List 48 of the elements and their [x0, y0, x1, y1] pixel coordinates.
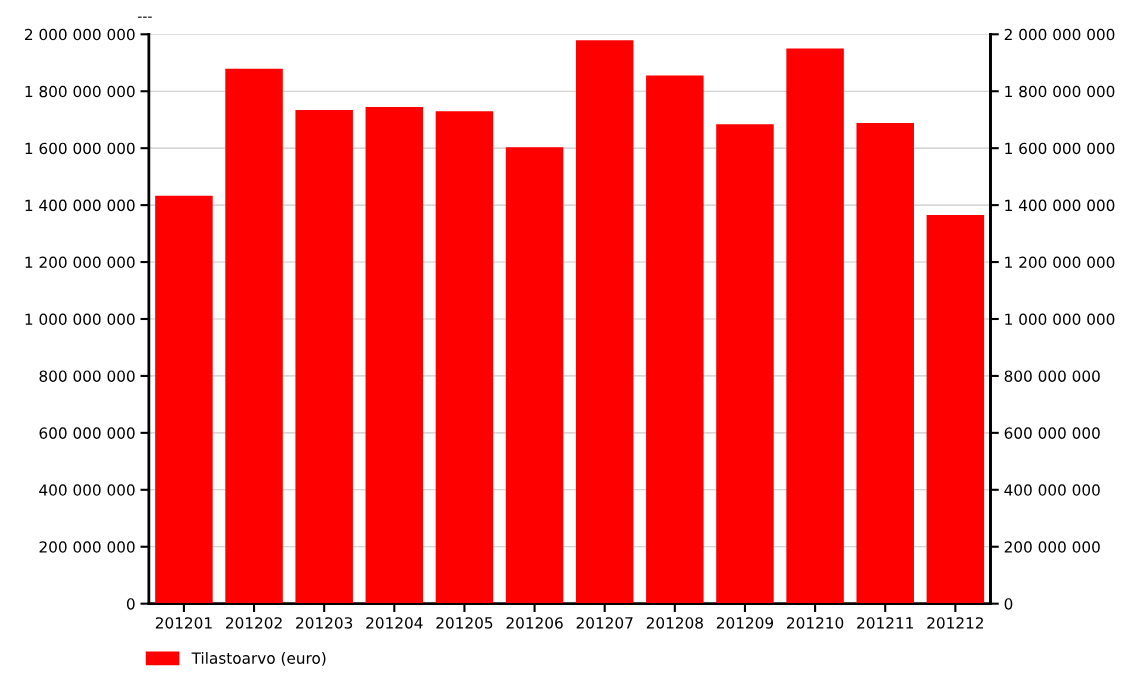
y-tick-label: 2 000 000 000 — [25, 28, 135, 41]
y-tick-label: 1 400 000 000 — [25, 199, 135, 212]
y2-tick-label: 1 400 000 000 — [1005, 199, 1115, 212]
x-tick-label: 201206 — [506, 617, 563, 629]
x-tick-label: 201207 — [576, 617, 633, 629]
y-tick-label: 600 000 000 — [39, 427, 135, 439]
bar — [155, 195, 213, 604]
x-tick-label: 201212 — [927, 617, 983, 629]
y2-tick-label: 800 000 000 — [1004, 370, 1100, 382]
y-tick-label: 1 800 000 000 — [25, 85, 135, 98]
y2-tick-label: 200 000 000 — [1004, 541, 1100, 553]
x-tick-label: 201210 — [787, 617, 844, 629]
bar — [435, 111, 494, 604]
y-tick-label: 0 — [126, 598, 135, 610]
bar — [716, 124, 774, 604]
bar — [505, 147, 564, 604]
x-tick-label: 201208 — [646, 617, 703, 629]
y2-tick-label: 0 — [1004, 598, 1013, 610]
bar — [295, 110, 353, 604]
y2-tick-label: 400 000 000 — [1004, 484, 1100, 496]
x-tick-label: 201203 — [296, 617, 353, 629]
x-tick-label: 201201 — [155, 617, 212, 629]
y-tick-label: 800 000 000 — [39, 370, 135, 382]
x-tick-label: 201205 — [436, 617, 493, 629]
x-tick-label: 201209 — [716, 617, 774, 629]
bar — [225, 68, 283, 604]
bar — [365, 106, 424, 604]
y-tick-label: 1 000 000 000 — [25, 313, 135, 326]
bar — [575, 40, 634, 604]
chart-title: --- — [138, 16, 152, 18]
bar — [786, 48, 844, 604]
y2-tick-label: 1 200 000 000 — [1005, 256, 1115, 269]
x-tick-label: 201204 — [366, 617, 423, 629]
y-tick-label: 200 000 000 — [39, 541, 135, 553]
y2-tick-label: 1 800 000 000 — [1005, 85, 1115, 98]
y-tick-label: 400 000 000 — [39, 484, 135, 496]
y2-tick-label: 1 600 000 000 — [1005, 142, 1115, 155]
y2-tick-label: 600 000 000 — [1004, 427, 1100, 439]
x-tick-label: 201202 — [226, 617, 282, 629]
y2-tick-label: 1 000 000 000 — [1005, 313, 1115, 326]
x-tick-label: 201211 — [857, 617, 913, 629]
legend-label: Tilastoarvo (euro) — [191, 652, 326, 666]
y2-tick-label: 2 000 000 000 — [1004, 28, 1115, 41]
bar — [856, 123, 914, 604]
y-tick-label: 1 600 000 000 — [25, 142, 135, 155]
bar — [926, 215, 985, 604]
y-tick-label: 1 200 000 000 — [25, 256, 135, 269]
bar — [646, 75, 704, 604]
